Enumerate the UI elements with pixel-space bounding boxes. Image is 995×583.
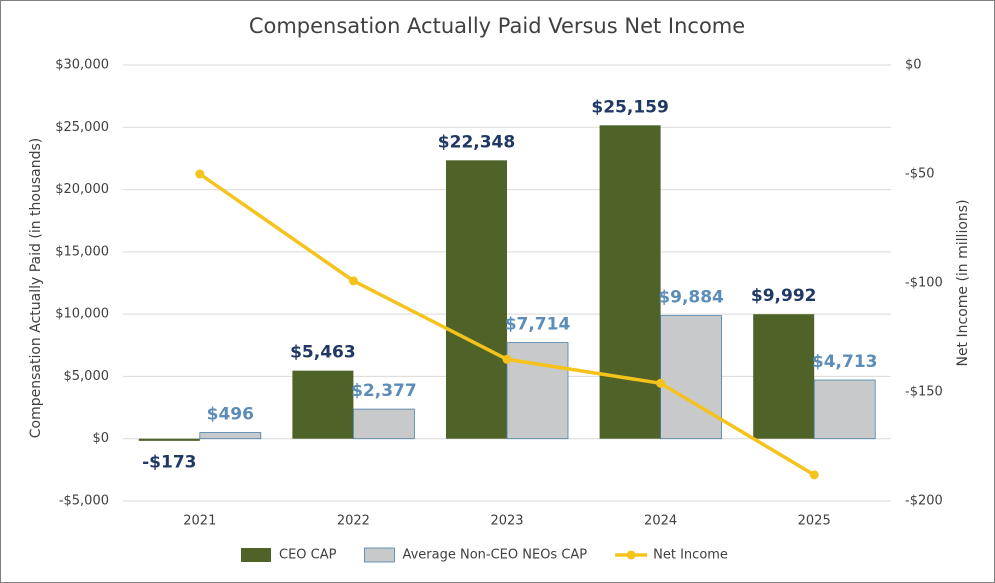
y2-tick-label: -$200 [905, 494, 943, 509]
legend-label: CEO CAP [279, 548, 337, 563]
data-label: $496 [207, 405, 254, 425]
line-point [809, 470, 819, 480]
data-label: $25,159 [591, 97, 668, 117]
x-tick-label: 2021 [183, 514, 216, 529]
data-label: $22,348 [438, 132, 515, 152]
y-tick-label: $0 [92, 431, 109, 446]
y-tick-label: $30,000 [55, 58, 109, 73]
y2-tick-label: -$100 [905, 276, 943, 291]
y-tick-label: $15,000 [55, 244, 109, 259]
data-label: $7,714 [505, 315, 571, 335]
x-tick-label: 2025 [798, 514, 831, 529]
y2-axis-title: Net Income (in millions) [955, 199, 971, 366]
data-label: $5,463 [290, 343, 356, 363]
line-point [195, 169, 205, 179]
y-tick-label: -$5,000 [59, 494, 109, 509]
bar [352, 408, 415, 440]
line-point [348, 276, 358, 286]
data-label: $4,713 [812, 352, 878, 372]
data-label: $2,377 [351, 381, 417, 401]
legend-label: Net Income [653, 548, 728, 563]
bar [506, 342, 569, 440]
line-point [656, 378, 666, 388]
data-label: $9,992 [751, 286, 817, 306]
y-tick-label: $5,000 [64, 369, 110, 384]
legend-swatch [241, 548, 271, 562]
bar [199, 432, 262, 440]
bar [599, 125, 661, 439]
x-tick-label: 2023 [490, 514, 523, 529]
y2-tick-label: -$150 [905, 385, 943, 400]
bar [446, 160, 507, 439]
data-label: $9,884 [658, 288, 724, 308]
bar [753, 314, 815, 439]
bar [660, 315, 722, 440]
y-tick-label: $25,000 [55, 120, 109, 135]
chart-title: Compensation Actually Paid Versus Net In… [249, 14, 745, 38]
y-tick-label: $20,000 [55, 182, 109, 197]
bar [292, 370, 354, 439]
x-tick-label: 2022 [337, 514, 370, 529]
line-point [502, 354, 512, 364]
data-label: -$173 [142, 453, 196, 473]
bar [813, 379, 876, 440]
legend-swatch [626, 550, 636, 560]
bar [138, 438, 200, 441]
legend-swatch [364, 547, 395, 563]
legend-label: Average Non-CEO NEOs CAP [402, 548, 587, 563]
y-tick-label: $10,000 [55, 307, 109, 322]
y-axis-title: Compensation Actually Paid (in thousands… [28, 138, 44, 438]
x-tick-label: 2024 [644, 514, 677, 529]
y2-tick-label: -$50 [905, 167, 935, 182]
y2-tick-label: $0 [905, 58, 922, 73]
